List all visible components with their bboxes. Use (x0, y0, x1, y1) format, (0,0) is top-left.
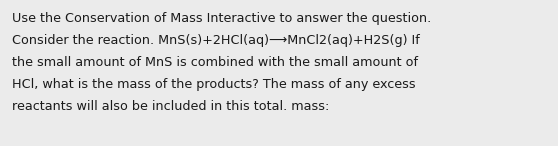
Text: Consider the reaction. MnS(s)+2HCl(aq)⟶MnCl2(aq)+H2S(g) If: Consider the reaction. MnS(s)+2HCl(aq)⟶M… (12, 34, 420, 47)
Text: the small amount of MnS is combined with the small amount of: the small amount of MnS is combined with… (12, 56, 418, 69)
Text: HCl, what is the mass of the products? The mass of any excess: HCl, what is the mass of the products? T… (12, 78, 416, 91)
Text: reactants will also be included in this total. mass:: reactants will also be included in this … (12, 100, 329, 113)
Text: Use the Conservation of Mass Interactive to answer the question.: Use the Conservation of Mass Interactive… (12, 12, 431, 25)
